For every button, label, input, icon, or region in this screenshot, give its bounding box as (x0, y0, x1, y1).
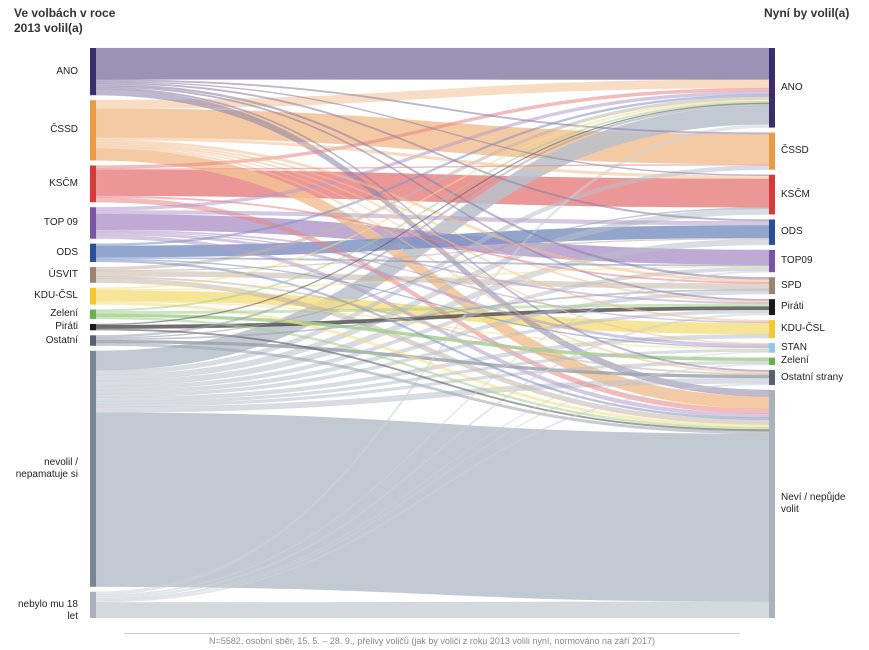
left-node-bar-ods (90, 243, 96, 263)
right-column-title: Nyní by volil(a) (764, 6, 850, 20)
left-node-bar-ostatni (90, 335, 96, 346)
left-node-bar-pirati (90, 323, 96, 331)
left-node-bar-cssd (90, 100, 96, 161)
right-node-label-cssd: ČSSD (781, 145, 809, 157)
left-node-label-ods: ODS (56, 246, 78, 258)
left-node-label-usvit: ÚSVIT (48, 268, 78, 280)
left-node-label-ano: ANO (56, 65, 78, 77)
left-column-title: Ve volbách v roce 2013 volil(a) (14, 6, 116, 35)
right-node-label-kdu: KDU-ČSL (781, 323, 825, 335)
right-node-label-nevi: Neví / nepůjde volit (781, 491, 846, 515)
left-node-bar-usvit (90, 267, 96, 283)
left-node-label-nebylo: nebylo mu 18 let (17, 598, 78, 622)
left-node-bar-kdu (90, 287, 96, 305)
right-node-label-ano: ANO (781, 81, 803, 93)
flow-nevolil-to-nevi (95, 412, 770, 602)
left-node-label-kscm: KSČM (49, 177, 78, 189)
right-node-bar-stan (769, 343, 775, 353)
left-node-label-zeleni: Zelení (50, 308, 78, 320)
flow-ano-to-ano (95, 47, 770, 80)
left-node-bar-zeleni (90, 309, 96, 319)
left-node-label-cssd: ČSSD (50, 124, 78, 136)
right-node-label-ostatni: Ostatní strany (781, 371, 844, 383)
right-node-bar-kdu (769, 320, 775, 339)
flow-nevolil-to-spd (95, 290, 770, 395)
right-node-label-spd: SPD (781, 279, 802, 291)
left-node-bar-nevolil (90, 350, 96, 587)
right-node-label-pirati: Piráti (781, 301, 804, 313)
right-node-bar-zeleni (769, 357, 775, 366)
flow-nevolil-to-ods (95, 238, 770, 387)
left-node-label-pirati: Piráti (55, 321, 78, 333)
right-node-bar-nevi (769, 389, 775, 618)
left-node-bar-ano (90, 48, 96, 96)
left-node-bar-nebylo (90, 591, 96, 618)
left-node-label-kdu: KDU-ČSL (34, 290, 78, 302)
left-node-label-nevolil: nevolil / nepamatuje si (15, 456, 78, 480)
right-node-bar-pirati (769, 299, 775, 316)
footer-note: N=5582, osobní sběr, 15. 5. – 28. 9., př… (209, 636, 655, 646)
flow-layer (95, 47, 770, 619)
flow-nebylo-to-nevi (95, 601, 770, 619)
right-node-bar-spd (769, 277, 775, 295)
right-node-bar-kscm (769, 174, 775, 215)
right-node-label-top09: TOP09 (781, 255, 813, 267)
right-node-label-zeleni: Zelení (781, 355, 809, 367)
right-node-bar-top09 (769, 249, 775, 273)
left-node-label-ostatni: Ostatní (45, 334, 78, 346)
node-layer (90, 48, 775, 618)
right-node-label-ods: ODS (781, 226, 803, 238)
flow-nebylo-to-top09 (95, 270, 770, 597)
left-node-bar-kscm (90, 165, 96, 203)
right-node-label-stan: STAN (781, 341, 807, 353)
right-node-bar-ano (769, 48, 775, 128)
right-node-bar-ods (769, 219, 775, 245)
footer-divider (124, 633, 740, 634)
right-node-bar-ostatni (769, 370, 775, 385)
left-node-label-top09: TOP 09 (43, 216, 78, 228)
left-node-bar-top09 (90, 207, 96, 239)
right-node-bar-cssd (769, 132, 775, 170)
right-node-label-kscm: KSČM (781, 188, 810, 200)
